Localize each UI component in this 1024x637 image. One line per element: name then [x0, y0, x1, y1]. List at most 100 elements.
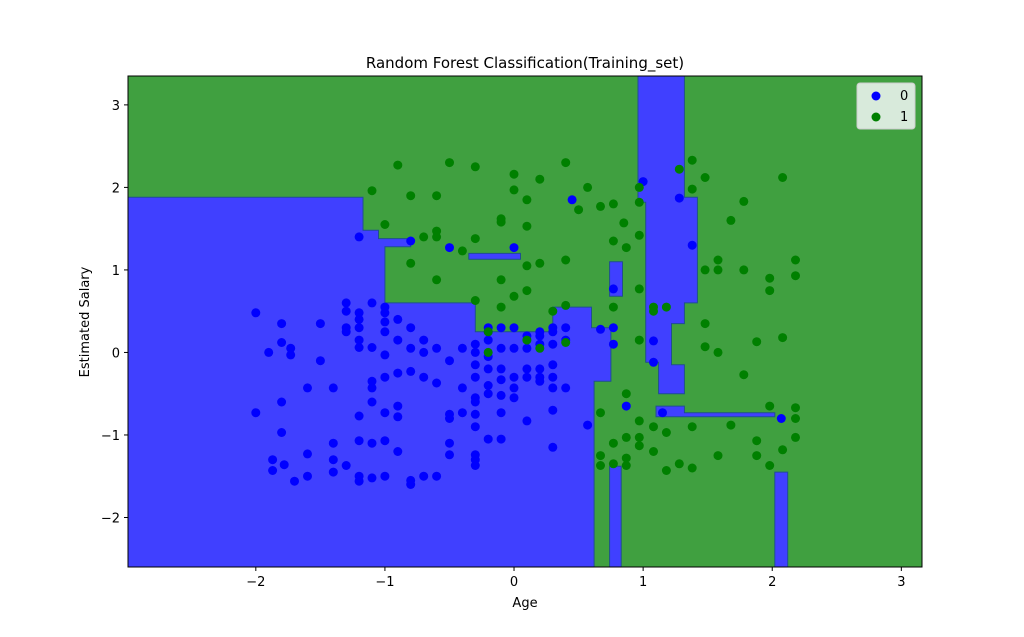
point-class-0-14 — [303, 471, 312, 481]
x-tick-label-0: −2 — [246, 575, 265, 590]
point-class-1-84 — [726, 420, 736, 430]
point-class-0-115 — [535, 331, 545, 341]
point-class-0-26 — [341, 461, 351, 470]
point-class-1-88 — [752, 337, 762, 347]
point-class-0-148 — [776, 414, 786, 423]
point-class-0-78 — [470, 339, 480, 349]
point-class-0-32 — [354, 411, 364, 421]
point-class-1-77 — [700, 319, 710, 329]
point-class-1-76 — [700, 265, 710, 275]
point-class-0-48 — [380, 372, 390, 382]
point-class-1-79 — [713, 255, 723, 265]
point-class-0-69 — [432, 471, 442, 481]
point-class-1-34 — [561, 255, 571, 265]
x-tick-label-3: 1 — [639, 575, 647, 590]
point-class-0-36 — [367, 298, 377, 308]
point-class-1-97 — [778, 445, 788, 455]
point-class-0-13 — [303, 449, 312, 459]
point-class-1-65 — [649, 447, 658, 456]
decision-region-class-0-5 — [774, 471, 789, 568]
decision-region-class-0-3 — [655, 405, 776, 418]
point-class-0-9 — [268, 455, 278, 465]
point-class-0-17 — [303, 383, 312, 393]
point-class-0-3 — [277, 319, 287, 329]
point-class-0-84 — [470, 409, 480, 419]
point-class-0-105 — [509, 343, 519, 353]
point-class-0-146 — [445, 243, 454, 253]
point-class-1-52 — [621, 453, 631, 463]
point-class-1-43 — [608, 199, 618, 209]
point-class-1-71 — [687, 155, 697, 165]
point-class-0-2 — [264, 347, 274, 357]
point-class-1-60 — [634, 432, 644, 442]
point-class-1-57 — [634, 284, 644, 294]
point-class-1-94 — [765, 461, 775, 470]
point-class-1-92 — [765, 286, 775, 296]
point-class-0-64 — [419, 347, 429, 357]
point-class-1-46 — [608, 438, 618, 448]
point-class-1-12 — [470, 162, 480, 172]
point-class-1-3 — [406, 191, 416, 201]
x-tick-label-1: −1 — [375, 575, 394, 590]
point-class-1-68 — [661, 466, 671, 475]
decision-region-class-0-1 — [468, 252, 521, 260]
point-class-1-85 — [739, 196, 749, 206]
point-class-1-53 — [621, 461, 631, 470]
point-class-1-30 — [535, 258, 545, 268]
point-class-0-144 — [354, 232, 364, 242]
point-class-0-101 — [496, 434, 506, 444]
point-class-0-53 — [393, 335, 403, 345]
legend-marker-0 — [871, 91, 881, 101]
point-class-0-30 — [354, 335, 364, 345]
point-class-0-126 — [548, 405, 558, 415]
point-class-0-44 — [380, 308, 390, 318]
point-class-0-94 — [483, 389, 493, 399]
point-class-0-21 — [328, 467, 338, 477]
point-class-0-80 — [470, 360, 480, 370]
point-class-0-85 — [470, 422, 480, 432]
point-class-1-69 — [674, 164, 684, 174]
point-class-0-60 — [406, 366, 416, 376]
x-tick-label-5: 3 — [897, 575, 905, 590]
point-class-1-39 — [596, 201, 605, 211]
point-class-0-10 — [268, 466, 278, 475]
point-class-0-15 — [315, 319, 325, 329]
point-class-1-14 — [470, 296, 480, 305]
point-class-1-86 — [739, 265, 749, 275]
point-class-0-39 — [367, 383, 377, 393]
point-class-0-137 — [621, 401, 631, 411]
point-class-0-11 — [279, 460, 289, 470]
point-class-1-2 — [393, 160, 403, 170]
point-class-1-40 — [596, 408, 605, 418]
x-axis: −2 −1 0 1 2 3 — [246, 567, 905, 590]
point-class-0-145 — [406, 236, 416, 246]
point-class-0-135 — [608, 323, 618, 333]
point-class-0-100 — [496, 408, 506, 418]
point-class-0-96 — [496, 343, 506, 353]
point-class-0-127 — [548, 442, 558, 452]
point-class-0-132 — [583, 420, 593, 430]
y-tick-label-5: 3 — [112, 99, 120, 114]
x-tick-label-4: 2 — [768, 575, 776, 590]
point-class-1-5 — [419, 232, 429, 242]
point-class-1-28 — [522, 335, 532, 345]
point-class-0-83 — [470, 397, 480, 407]
point-class-1-48 — [619, 218, 629, 228]
point-class-0-18 — [328, 383, 338, 393]
point-class-0-124 — [548, 372, 558, 382]
point-class-1-59 — [634, 416, 644, 426]
point-class-1-50 — [621, 389, 631, 399]
point-class-0-107 — [509, 383, 519, 393]
point-class-0-81 — [470, 372, 480, 382]
point-class-0-50 — [380, 436, 390, 446]
point-class-0-29 — [354, 323, 364, 333]
plot-area — [127, 75, 923, 568]
point-class-1-83 — [726, 215, 736, 225]
point-class-1-64 — [649, 422, 658, 432]
point-class-0-45 — [380, 317, 390, 327]
point-class-1-37 — [574, 205, 584, 215]
point-class-0-8 — [277, 428, 287, 437]
point-class-0-7 — [277, 397, 287, 407]
point-class-0-23 — [341, 306, 351, 316]
